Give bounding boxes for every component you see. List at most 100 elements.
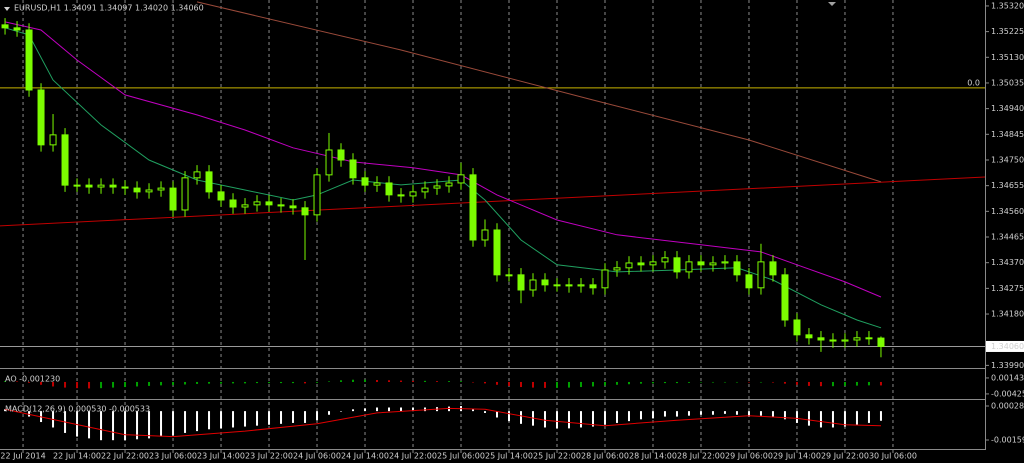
histogram-bar [160,411,163,437]
candle-body [553,284,561,287]
panel-header: AO -0.001230 [5,375,60,384]
histogram-bar [400,380,403,382]
histogram-bar [819,411,822,428]
histogram-bar [723,411,726,414]
candle-body [721,261,729,264]
histogram-bar [172,381,175,386]
histogram-bar [735,411,738,415]
histogram-bar [388,407,391,412]
candle-body [1,24,9,29]
menu-arrow[interactable] [4,7,10,11]
histogram-bar [460,381,463,382]
histogram-bar [208,381,211,384]
histogram-bar [100,411,103,441]
x-tick-label: 23 Jul 22:00 [245,452,293,461]
candle-body [493,229,501,276]
histogram-bar [639,381,642,384]
x-tick-label: 24 Jul 06:00 [293,452,341,461]
candle-body [805,334,813,339]
histogram-bar [639,411,642,420]
histogram-bar [867,381,870,386]
y-tick-label: 1.34465 [991,233,1024,242]
histogram-bar [591,381,594,387]
histogram-bar [555,381,558,388]
candle-body [697,261,705,266]
x-tick-label: 24 Jul 14:00 [341,452,389,461]
candle-body [13,27,21,31]
candle-body [541,279,549,286]
histogram-bar [651,381,654,384]
x-tick-label: 24 Jul 22:00 [389,452,437,461]
y-tick-label: 1.34275 [991,284,1024,293]
candle-body [529,279,537,291]
candle-body [853,337,861,341]
candle-body [817,337,825,341]
candle-body [421,187,429,193]
candle-body [685,261,693,273]
histogram-bar [615,411,618,423]
histogram-bar [879,381,882,386]
histogram-bar [699,381,702,383]
histogram-bar [675,381,678,384]
indicator-line [196,1,882,183]
histogram-bar [352,409,355,412]
histogram-bar [651,411,654,419]
y-tick-label: 1.34750 [991,155,1024,164]
candle-body [673,257,681,273]
candle-body [37,89,45,146]
candle-body [709,262,717,266]
histogram-bar [448,381,451,382]
candle-body [349,159,357,179]
histogram-bar [807,411,810,426]
candle-body [121,186,129,189]
histogram-bar [292,381,295,384]
histogram-bar [579,381,582,388]
histogram-bar [615,381,618,385]
histogram-bar [867,411,870,423]
histogram-bar [543,381,546,388]
signal-line [4,407,882,438]
histogram-bar [256,381,259,384]
histogram-bar [100,381,103,389]
histogram-bar [591,411,594,427]
x-tick-label: 25 Jul 06:00 [437,452,485,461]
histogram-bar [196,381,199,384]
histogram-bar [603,381,606,386]
candle-body [565,284,573,287]
histogram-bar [340,380,343,382]
x-tick-label: 30 Jul 06:00 [869,452,917,461]
histogram-bar [28,381,31,383]
histogram-bar [364,379,367,382]
histogram-bar [507,381,510,386]
shift-marker[interactable] [828,2,836,6]
histogram-bar [148,381,151,386]
candle-body [445,182,453,187]
candle-body [25,29,33,91]
candle-body [229,199,237,208]
histogram-bar [723,381,726,383]
indicator-line [4,27,882,329]
histogram-bar [759,381,762,383]
histogram-bar [699,411,702,415]
indicator-line [4,21,882,298]
y-tick-label: -0.00159 [991,436,1024,445]
candle-body [397,194,405,197]
y-tick-label: 1.34560 [991,207,1024,216]
histogram-bar [843,411,846,427]
histogram-bar [711,381,714,383]
histogram-bar [124,411,127,441]
histogram-bar [484,381,487,384]
candle-body [277,204,285,207]
histogram-bar [184,381,187,385]
candle-body [253,201,261,206]
candle-body [193,171,201,179]
y-tick-label: 1.35225 [991,27,1024,36]
histogram-bar [256,411,259,426]
histogram-bar [843,381,846,386]
x-tick-label: 22 Jul 2014 [0,452,45,461]
candle-body [601,269,609,289]
candle-body [757,261,765,289]
histogram-bar [232,381,235,384]
histogram-bar [172,411,175,436]
